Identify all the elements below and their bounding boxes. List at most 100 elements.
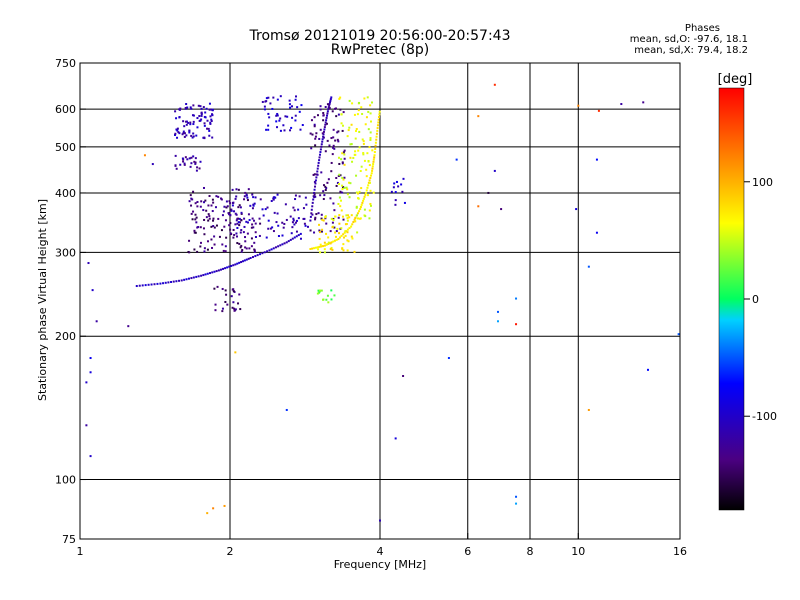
data-point <box>343 149 346 152</box>
data-point <box>192 132 195 135</box>
data-point <box>194 162 197 165</box>
data-point <box>338 196 341 199</box>
data-point <box>620 103 623 106</box>
data-point <box>187 250 190 253</box>
data-point <box>329 197 332 200</box>
data-point <box>211 246 214 249</box>
data-point <box>289 129 292 132</box>
data-point <box>208 129 211 132</box>
data-point <box>390 190 393 193</box>
data-point <box>376 124 379 127</box>
data-point <box>345 223 348 226</box>
data-point <box>205 107 208 110</box>
data-point <box>324 106 327 109</box>
data-point <box>254 255 257 258</box>
data-point <box>356 212 359 215</box>
data-point <box>324 188 327 191</box>
data-point <box>327 106 330 109</box>
data-point <box>367 181 370 184</box>
data-point <box>234 351 237 354</box>
data-point <box>290 232 293 235</box>
data-point <box>237 188 240 191</box>
data-point <box>487 191 490 194</box>
data-point <box>357 109 360 112</box>
data-point <box>358 210 361 213</box>
data-point <box>331 226 334 229</box>
data-point <box>202 227 205 230</box>
data-point <box>85 424 88 427</box>
data-point <box>321 228 324 231</box>
data-point <box>246 199 249 202</box>
data-point <box>329 247 332 250</box>
data-point <box>326 114 329 117</box>
data-point <box>341 191 344 194</box>
data-point <box>310 208 313 211</box>
data-point <box>143 154 146 157</box>
data-point <box>237 221 240 224</box>
data-point <box>263 251 266 254</box>
data-point <box>195 275 198 278</box>
data-point <box>211 114 214 117</box>
data-point <box>322 136 325 139</box>
data-point <box>275 114 278 117</box>
data-point <box>266 206 269 209</box>
data-point <box>240 244 243 247</box>
data-point <box>341 176 344 179</box>
data-point <box>362 199 365 202</box>
data-point <box>360 187 363 190</box>
data-point <box>355 214 358 217</box>
data-point <box>339 205 342 208</box>
data-point <box>235 195 238 198</box>
data-point <box>212 225 215 228</box>
x-tick-label: 1 <box>77 545 84 558</box>
data-point <box>371 169 374 172</box>
data-point <box>195 221 198 224</box>
data-point <box>267 124 270 127</box>
data-point <box>373 151 376 154</box>
data-point <box>355 130 358 133</box>
data-point <box>320 289 323 292</box>
phase-stats-o-mode: mean, sd,O: -97.6, 18.1 <box>629 34 748 45</box>
data-point <box>225 236 228 239</box>
data-point <box>225 200 228 203</box>
data-point <box>210 120 213 123</box>
data-point <box>251 193 254 196</box>
data-point <box>319 108 322 111</box>
data-point <box>347 214 350 217</box>
data-point <box>496 310 499 313</box>
data-point <box>346 249 349 252</box>
data-point <box>320 143 323 146</box>
data-point <box>252 196 255 199</box>
data-point <box>236 242 239 245</box>
data-point <box>335 115 338 118</box>
data-point <box>337 140 340 143</box>
data-point <box>247 257 250 260</box>
colorbar-tick-label: 100 <box>752 176 773 189</box>
data-point <box>203 247 206 250</box>
data-point <box>326 181 329 184</box>
data-point <box>177 131 180 134</box>
data-point <box>275 120 278 123</box>
data-point <box>371 101 374 104</box>
data-point <box>316 173 319 176</box>
data-point <box>208 215 211 218</box>
data-point <box>577 104 580 107</box>
data-point <box>294 119 297 122</box>
data-point <box>314 137 317 140</box>
data-point <box>351 102 354 105</box>
y-tick-label: 600 <box>55 103 76 116</box>
data-point <box>254 222 257 225</box>
data-point <box>455 158 458 161</box>
data-point <box>343 163 346 166</box>
data-point <box>310 212 313 215</box>
data-point <box>184 156 187 159</box>
data-points <box>85 83 680 522</box>
data-point <box>321 132 324 135</box>
data-point <box>318 156 321 159</box>
data-point <box>331 110 334 113</box>
data-point <box>229 222 232 225</box>
data-point <box>211 271 214 274</box>
data-point <box>210 225 213 228</box>
data-point <box>340 234 343 237</box>
chart-subtitle: RwPretec (8p) <box>330 42 430 58</box>
